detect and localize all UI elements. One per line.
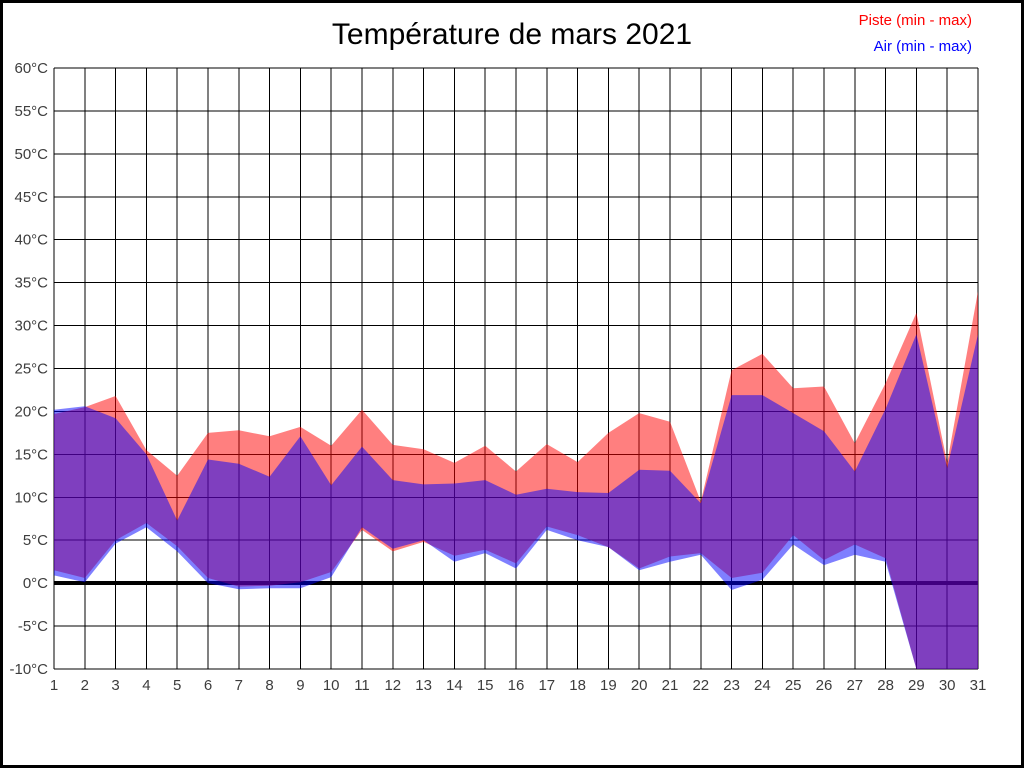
x-tick-label: 5 — [173, 677, 181, 694]
y-tick-label: 40°C — [14, 232, 48, 249]
legend-air-label: Air (min - max) — [873, 38, 972, 55]
x-tick-label: 15 — [477, 677, 494, 694]
y-tick-label: -10°C — [9, 661, 48, 678]
x-tick-label: 1 — [50, 677, 58, 694]
y-tick-label: 60°C — [14, 60, 48, 77]
x-tick-label: 13 — [415, 677, 432, 694]
x-tick-label: 7 — [235, 677, 243, 694]
x-tick-label: 2 — [81, 677, 89, 694]
x-tick-label: 21 — [662, 677, 679, 694]
y-tick-label: -5°C — [18, 618, 48, 635]
x-tick-label: 31 — [970, 677, 987, 694]
x-tick-label: 4 — [142, 677, 150, 694]
x-tick-label: 23 — [723, 677, 740, 694]
y-tick-label: 50°C — [14, 146, 48, 163]
y-tick-label: 25°C — [14, 361, 48, 378]
x-tick-label: 27 — [846, 677, 863, 694]
x-tick-label: 28 — [877, 677, 894, 694]
band-air — [54, 334, 978, 669]
x-tick-label: 24 — [754, 677, 771, 694]
y-tick-label: 5°C — [23, 532, 48, 549]
y-tick-label: 30°C — [14, 318, 48, 335]
x-tick-label: 11 — [354, 677, 370, 694]
x-tick-label: 8 — [265, 677, 273, 694]
legend-piste-label: Piste (min - max) — [858, 12, 972, 29]
y-tick-label: 20°C — [14, 403, 48, 420]
x-tick-label: 9 — [296, 677, 304, 694]
y-tick-label: 45°C — [14, 189, 48, 206]
x-tick-label: 12 — [384, 677, 401, 694]
x-tick-label: 18 — [569, 677, 586, 694]
x-tick-label: 30 — [939, 677, 956, 694]
temperature-min-max-chart: 1 2 3 4 5 6 7 8 9 10 11 12 13 14 15 16 17 18 19 20 21 22 23 24 2… — [9, 60, 987, 694]
x-tick-label: 3 — [111, 677, 119, 694]
legend: Piste (min - max) Air (min - max) — [859, 8, 972, 60]
y-tick-label: 15°C — [14, 446, 48, 463]
y-tick-label: 10°C — [14, 489, 48, 506]
x-tick-label: 22 — [692, 677, 709, 694]
x-tick-label: 20 — [631, 677, 648, 694]
y-tick-label: 0°C — [23, 575, 48, 592]
x-tick-label: 29 — [908, 677, 925, 694]
x-tick-label: 16 — [508, 677, 525, 694]
y-tick-label: 55°C — [14, 103, 48, 120]
chart-title: Température de mars 2021 — [331, 18, 693, 51]
x-tick-label: 25 — [785, 677, 802, 694]
x-tick-label: 14 — [446, 677, 463, 694]
x-tick-label: 26 — [816, 677, 833, 694]
y-tick-label: 35°C — [14, 275, 48, 292]
x-tick-label: 10 — [323, 677, 340, 694]
x-tick-label: 19 — [600, 677, 617, 694]
x-tick-label: 17 — [538, 677, 555, 694]
x-tick-label: 6 — [204, 677, 212, 694]
